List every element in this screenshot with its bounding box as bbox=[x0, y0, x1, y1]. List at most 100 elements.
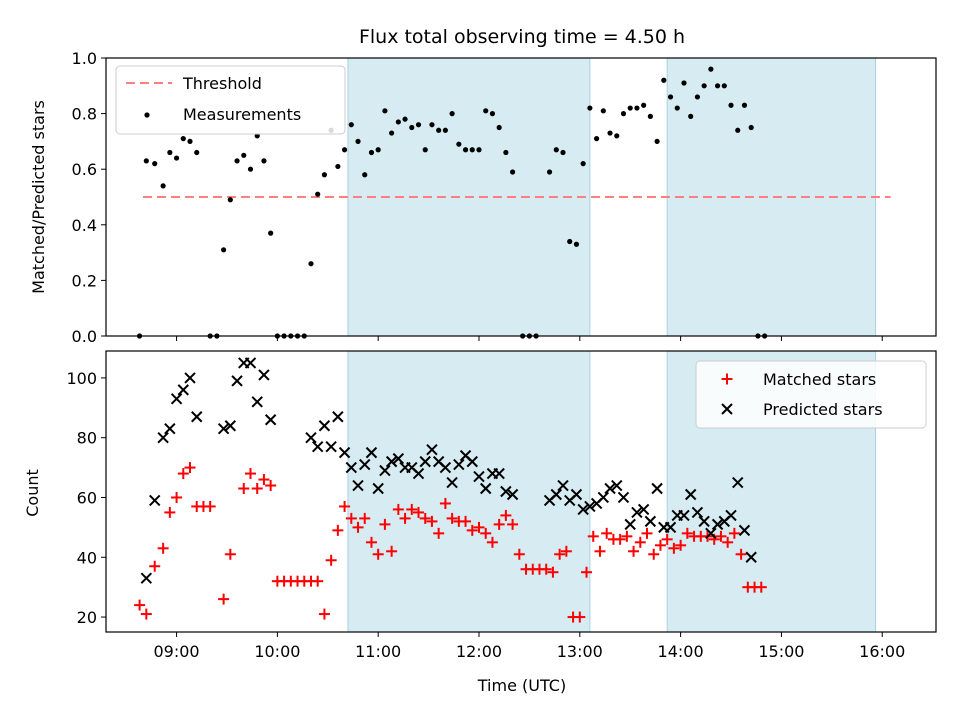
measurement-point bbox=[560, 149, 566, 156]
measurement-point bbox=[701, 83, 707, 89]
matched-star-point bbox=[379, 518, 391, 530]
measurement-point bbox=[415, 122, 422, 128]
predicted-star-point bbox=[745, 551, 757, 563]
bottom-legend-box bbox=[695, 360, 927, 429]
matched-star-point bbox=[426, 515, 438, 527]
matched-star-point bbox=[413, 506, 425, 518]
matched-star-point bbox=[668, 542, 680, 554]
x-tick-label: 11:00 bbox=[355, 642, 401, 661]
predicted-star-point bbox=[664, 521, 677, 534]
predicted-star-point bbox=[506, 488, 519, 501]
measurement-point bbox=[308, 261, 314, 267]
measurement-point bbox=[627, 105, 633, 111]
matched-star-point bbox=[675, 539, 687, 551]
matched-star-point bbox=[755, 581, 767, 593]
predicted-star-point bbox=[651, 482, 663, 495]
chart-title: Flux total observing time = 4.50 h bbox=[359, 26, 685, 48]
matched-star-point bbox=[614, 533, 626, 545]
predicted-star-point bbox=[140, 572, 153, 584]
matched-star-point bbox=[473, 521, 485, 533]
matched-star-point bbox=[661, 533, 673, 545]
measurement-point bbox=[476, 147, 482, 153]
matched-star-point bbox=[513, 548, 525, 560]
predicted-star-point bbox=[170, 393, 183, 405]
top-plot-frame bbox=[105, 57, 937, 337]
x-tick-label: 09:00 bbox=[154, 642, 200, 661]
predicted-star-point bbox=[318, 420, 331, 432]
matched-star-point bbox=[312, 575, 324, 587]
predicted-star-point bbox=[426, 443, 438, 456]
measurement-point bbox=[180, 136, 186, 142]
matched-star-point bbox=[318, 608, 330, 620]
matched-star-point bbox=[654, 539, 666, 551]
predicted-star-point bbox=[637, 503, 650, 516]
matched-star-point bbox=[439, 497, 451, 509]
measurement-point bbox=[580, 161, 586, 167]
measurement-point bbox=[241, 152, 247, 158]
bottom-y-tick-label: 40 bbox=[77, 548, 97, 567]
predicted-star-point bbox=[177, 384, 189, 396]
predicted-star-point bbox=[597, 491, 610, 504]
matched-star-point bbox=[587, 530, 599, 542]
matched-star-point bbox=[634, 536, 646, 548]
matched-star-point bbox=[399, 512, 411, 524]
predicted-star-point bbox=[480, 482, 492, 495]
predicted-star-point bbox=[191, 411, 203, 423]
matched-star-point bbox=[446, 512, 458, 524]
predicted-stars-points bbox=[140, 357, 757, 584]
matched-star-point bbox=[204, 500, 216, 512]
measurement-point bbox=[152, 161, 158, 167]
matched-star-point bbox=[540, 563, 552, 575]
measurement-point bbox=[681, 80, 687, 86]
predicted-star-point bbox=[493, 467, 505, 480]
matched-star-point bbox=[641, 527, 653, 539]
measurement-point bbox=[600, 108, 606, 114]
measurement-point bbox=[436, 127, 442, 133]
predicted-star-point bbox=[231, 375, 243, 387]
legend-predicted-swatch bbox=[721, 403, 733, 415]
matched-star-point bbox=[345, 512, 357, 524]
top-y-tick-label: 0.4 bbox=[72, 216, 97, 235]
legend-matched-label: Matched stars bbox=[763, 370, 876, 389]
predicted-star-point bbox=[164, 423, 176, 435]
top-legend-box bbox=[115, 65, 346, 135]
measurement-point bbox=[187, 138, 193, 144]
matched-star-point bbox=[648, 548, 660, 560]
matched-star-point bbox=[419, 512, 431, 524]
x-tick-label: 13:00 bbox=[557, 642, 603, 661]
measurement-point bbox=[674, 105, 680, 111]
measurement-point bbox=[167, 149, 173, 156]
measurement-point bbox=[567, 238, 573, 245]
measurement-point bbox=[741, 102, 748, 108]
top-panel: 0.0 0.2 0.4 0.6 0.8 1.0 Matched/Predicted sta… bbox=[29, 49, 937, 346]
predicted-star-point bbox=[412, 467, 425, 480]
measurement-point bbox=[422, 147, 428, 153]
legend-threshold-label: Threshold bbox=[182, 74, 262, 93]
predicted-star-point bbox=[359, 458, 371, 471]
legend-predicted-label: Predicted stars bbox=[763, 400, 883, 419]
matched-star-point bbox=[493, 518, 505, 530]
legend-matched-marker bbox=[721, 373, 733, 385]
top-y-tick-label: 0.6 bbox=[72, 160, 97, 179]
measurement-point bbox=[553, 147, 559, 153]
measurement-point bbox=[667, 94, 674, 100]
measurement-point bbox=[469, 147, 475, 153]
measurement-point bbox=[442, 127, 448, 133]
measurement-point bbox=[368, 149, 375, 156]
measurement-point bbox=[614, 133, 620, 139]
matched-star-point bbox=[164, 506, 176, 518]
matched-star-point bbox=[406, 503, 418, 515]
predicted-star-point bbox=[725, 509, 737, 522]
measurement-point bbox=[227, 197, 233, 203]
predicted-star-point bbox=[392, 452, 405, 465]
measurement-point bbox=[234, 158, 240, 164]
predicted-star-point bbox=[584, 500, 596, 513]
predicted-star-point bbox=[684, 488, 697, 501]
matched-star-point bbox=[594, 545, 606, 557]
measurement-point bbox=[429, 122, 435, 128]
matched-star-point bbox=[628, 545, 640, 557]
measurement-point bbox=[708, 66, 714, 72]
predicted-star-point bbox=[698, 515, 710, 528]
measurement-point bbox=[375, 147, 381, 153]
